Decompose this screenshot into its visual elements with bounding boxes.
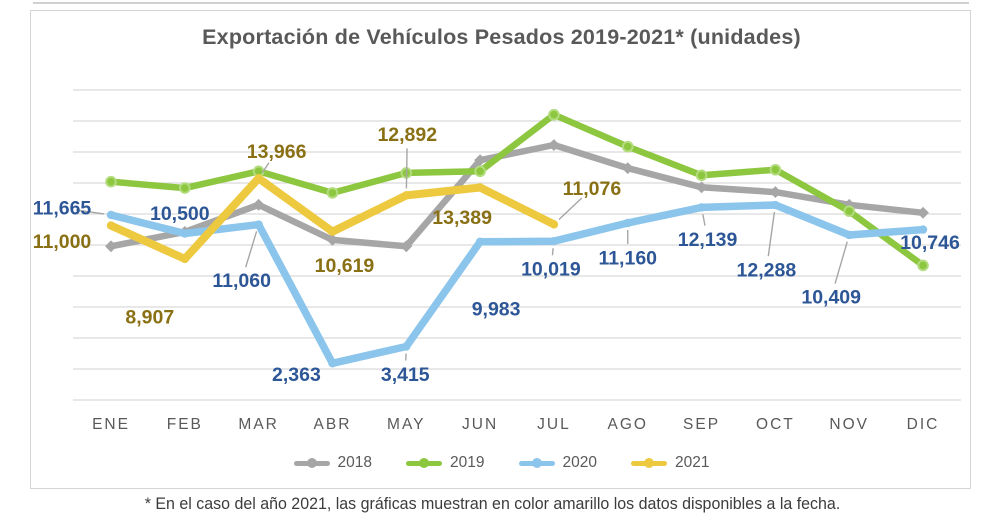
legend-item-2019: 2019 (406, 454, 485, 472)
chart-card: Exportación de Vehículos Pesados 2019-20… (30, 10, 971, 489)
legend-label-2020: 2020 (562, 454, 597, 471)
legend-item-2021: 2021 (630, 454, 710, 472)
legend-label-2019: 2019 (450, 454, 485, 471)
chart-footnote: * En el caso del año 2021, las gráficas … (144, 494, 841, 513)
legend-marker-2021 (630, 458, 667, 468)
legend-label-2021: 2021 (674, 454, 710, 471)
legend-marker-2019 (406, 458, 443, 468)
legend-marker-2018 (293, 458, 330, 468)
legend-label-2018: 2018 (337, 454, 373, 471)
chart-legend: 2018 2019 2020 2021 (31, 454, 972, 472)
legend-marker-2020 (518, 458, 555, 468)
chart-title: Exportación de Vehículos Pesados 2019-20… (202, 25, 801, 49)
top-divider-line (33, 2, 969, 4)
legend-item-2020: 2020 (518, 454, 597, 472)
legend-item-2018: 2018 (293, 454, 373, 472)
